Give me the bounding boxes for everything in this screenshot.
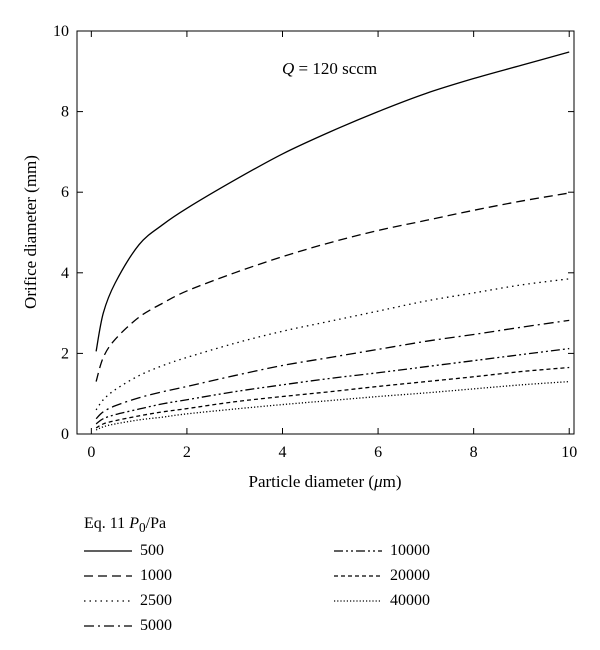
legend-label-20000: 20000: [390, 567, 430, 584]
legend-label-10000: 10000: [390, 542, 430, 559]
legend-swatch-5000: [84, 625, 132, 627]
legend: Eq. 11 P0/Pa 500 1000 2500 5000 10000 20000 40…: [84, 515, 504, 645]
legend-label-2500: 2500: [140, 592, 172, 609]
annotation-label: Q = 120 sccm: [282, 59, 377, 78]
y-tick-label-10: 10: [53, 23, 69, 40]
series-line-5000: [95, 319, 570, 420]
series-line-1000: [95, 192, 570, 382]
x-axis-label-text: Particle diameter (: [249, 472, 375, 491]
y-tick-label-0: 0: [61, 426, 69, 443]
series-line-20000: [95, 366, 570, 429]
series-line-40000: [95, 380, 570, 431]
legend-swatch-40000: [334, 600, 382, 602]
x-axis-label: Particle diameter (μm): [249, 472, 402, 491]
x-tick-label-8: 8: [470, 444, 478, 461]
annotation-value: = 120 sccm: [294, 59, 377, 78]
legend-title-var: P: [129, 515, 139, 532]
legend-label-5000: 5000: [140, 617, 172, 634]
x-tick-label-4: 4: [278, 444, 286, 461]
legend-label-500: 500: [140, 542, 164, 559]
x-tick-label-2: 2: [183, 444, 191, 461]
x-tick-label-6: 6: [374, 444, 382, 461]
series-lines: [95, 51, 570, 431]
legend-title-suffix: /Pa: [145, 515, 167, 532]
x-tick-label-0: 0: [87, 444, 95, 461]
legend-label-1000: 1000: [140, 567, 172, 584]
legend-item-2500: 2500: [84, 591, 172, 611]
plot-frame: [76, 30, 575, 435]
legend-item-40000: 40000: [334, 591, 430, 611]
legend-swatch-20000: [334, 575, 382, 577]
legend-swatch-500: [84, 550, 132, 552]
x-axis-label-unit: m): [383, 472, 402, 491]
annotation-var: Q: [282, 59, 294, 78]
y-tick-label-6: 6: [61, 184, 69, 201]
series-line-500: [95, 51, 570, 352]
legend-label-40000: 40000: [390, 592, 430, 609]
legend-item-20000: 20000: [334, 566, 430, 586]
series-line-10000: [95, 347, 570, 425]
legend-item-10000: 10000: [334, 541, 430, 561]
legend-swatch-1000: [84, 575, 132, 577]
plot-area-border: [76, 30, 575, 435]
x-tick-label-10: 10: [561, 444, 577, 461]
y-tick-label-4: 4: [61, 265, 69, 282]
y-tick-label-8: 8: [61, 104, 69, 121]
y-tick-label-2: 2: [61, 345, 69, 362]
legend-title-sub: 0: [138, 520, 146, 536]
legend-title-prefix: Eq. 11: [84, 515, 130, 532]
chart: 0 2 4 6 8 10 0 2 4 6 8 10 Q = 120 sccm Particle dia…: [21, 23, 577, 491]
legend-item-5000: 5000: [84, 616, 172, 636]
axis-ticks: 0 2 4 6 8 10 0 2 4 6 8 10: [53, 23, 577, 461]
legend-swatch-10000: [334, 550, 382, 552]
legend-item-500: 500: [84, 541, 164, 561]
legend-swatch-2500: [84, 600, 132, 602]
series-line-2500: [95, 278, 570, 411]
x-axis-label-unit-symbol: μ: [373, 472, 383, 491]
y-axis-label: Orifice diameter (mm): [21, 155, 40, 309]
legend-title: Eq. 11 P0/Pa: [84, 515, 166, 536]
legend-item-1000: 1000: [84, 566, 172, 586]
